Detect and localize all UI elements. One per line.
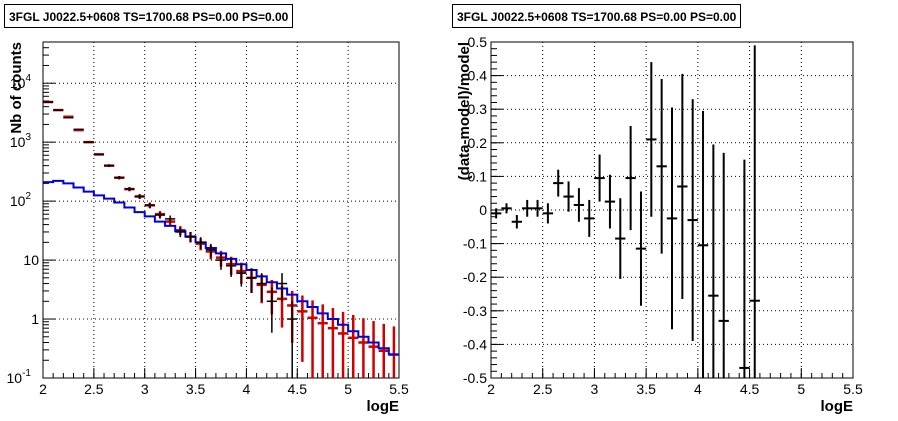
y-tick-label: 0 <box>479 202 487 218</box>
y-tick-label: 103 <box>10 132 32 150</box>
x-tick-label: 5.5 <box>389 381 409 397</box>
y-axis-label: Nb of counts <box>8 42 25 134</box>
y-tick-label: 0.5 <box>468 34 488 50</box>
y-tick-label: 10-1 <box>7 368 32 386</box>
right-panel-title: 3FGL J0022.5+0608 TS=1700.68 PS=0.00 PS=… <box>452 4 742 28</box>
x-tick-label: 5 <box>797 381 805 397</box>
x-tick-label: 3.5 <box>636 381 656 397</box>
x-axis-label: logE <box>821 398 854 415</box>
plot-frame <box>42 41 400 379</box>
x-tick-label: 3 <box>141 381 149 397</box>
x-tick-label: 2 <box>39 381 47 397</box>
y-tick-label: 0.1 <box>468 168 488 184</box>
y-tick-label: 0.4 <box>468 68 488 84</box>
y-tick-label: -0.3 <box>463 303 487 319</box>
y-tick-label: -0.5 <box>463 370 487 386</box>
x-tick-label: 4.5 <box>288 381 308 397</box>
x-tick-label: 5.5 <box>843 381 863 397</box>
y-axis-label: (data-model)/model <box>456 42 473 180</box>
x-tick-label: 4 <box>694 381 702 397</box>
y-tick-label: -0.4 <box>463 336 487 352</box>
x-axis-label: logE <box>367 398 400 415</box>
y-tick-label: 0.3 <box>468 101 488 117</box>
y-tick-label: 0.2 <box>468 135 488 151</box>
x-tick-label: 2.5 <box>533 381 553 397</box>
left-panel-title: 3FGL J0022.5+0608 TS=1700.68 PS=0.00 PS=… <box>4 4 294 28</box>
x-tick-label: 2 <box>487 381 495 397</box>
x-tick-label: 4.5 <box>740 381 760 397</box>
x-tick-label: 4 <box>243 381 251 397</box>
y-tick-label: 102 <box>10 191 32 209</box>
residuals-panel: 2 2.5 3 3.5 4 4.5 5 5.5 -0.5 -0.4 -0.3 -0.2 -0.1 0 0.1… <box>456 34 863 415</box>
x-tick-label: 2.5 <box>84 381 104 397</box>
y-tick-label: -0.1 <box>463 236 487 252</box>
y-tick-label: -0.2 <box>463 269 487 285</box>
x-tick-label: 5 <box>344 381 352 397</box>
x-tick-label: 3.5 <box>186 381 206 397</box>
y-tick-label: 10 <box>23 252 39 268</box>
x-tick-label: 3 <box>591 381 599 397</box>
y-tick-label: 1 <box>31 311 39 327</box>
